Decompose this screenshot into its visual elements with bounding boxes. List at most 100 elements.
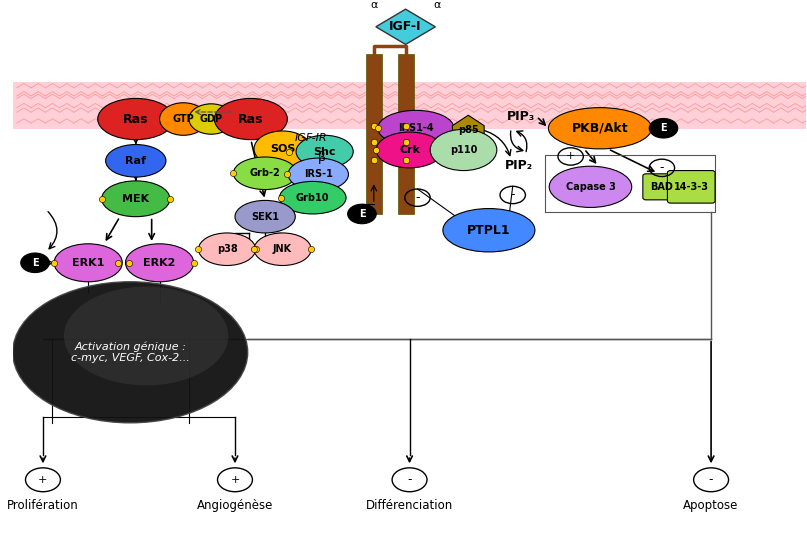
Text: Ras: Ras	[123, 112, 148, 126]
Point	[399, 122, 412, 131]
Text: Capase 3: Capase 3	[566, 182, 616, 192]
Text: Apoptose: Apoptose	[684, 499, 738, 512]
Point	[249, 245, 262, 253]
Point	[274, 193, 287, 202]
Ellipse shape	[279, 181, 346, 214]
Point	[95, 195, 108, 203]
FancyBboxPatch shape	[643, 174, 681, 200]
Text: PKB/Akt: PKB/Akt	[571, 122, 629, 135]
Ellipse shape	[54, 244, 123, 282]
Text: Grb-2: Grb-2	[249, 168, 281, 179]
Point	[367, 122, 380, 131]
Text: IRS-1: IRS-1	[304, 169, 332, 180]
Ellipse shape	[160, 102, 207, 136]
Text: MEK: MEK	[122, 194, 149, 204]
Ellipse shape	[13, 282, 248, 423]
Ellipse shape	[215, 99, 287, 139]
Point	[282, 147, 295, 156]
Circle shape	[21, 253, 49, 273]
Text: PIP₂: PIP₂	[505, 159, 533, 172]
Polygon shape	[398, 54, 413, 214]
Point	[187, 258, 200, 267]
Ellipse shape	[125, 244, 194, 282]
Point	[123, 258, 136, 267]
Polygon shape	[453, 115, 484, 141]
Text: 14-3-3: 14-3-3	[674, 182, 709, 192]
Text: -: -	[659, 161, 664, 174]
Text: p38: p38	[216, 244, 237, 254]
Text: GDP: GDP	[199, 114, 223, 124]
Text: GTP: GTP	[173, 114, 194, 124]
Ellipse shape	[64, 287, 228, 385]
Polygon shape	[366, 54, 382, 214]
Ellipse shape	[443, 208, 535, 252]
Text: p85: p85	[458, 125, 479, 134]
Text: p110: p110	[449, 145, 477, 155]
Ellipse shape	[102, 181, 170, 217]
Text: BAD: BAD	[650, 182, 673, 192]
Text: -: -	[416, 191, 420, 204]
Text: SOS: SOS	[270, 144, 295, 154]
Text: IGF-IR: IGF-IR	[295, 133, 327, 143]
Point	[112, 258, 125, 267]
Text: IGF-I: IGF-I	[389, 20, 422, 33]
Text: JNK: JNK	[273, 244, 292, 254]
FancyBboxPatch shape	[13, 83, 806, 128]
Ellipse shape	[288, 158, 349, 191]
Point	[367, 138, 380, 147]
Text: -: -	[709, 473, 713, 487]
Point	[248, 245, 261, 253]
Ellipse shape	[199, 233, 256, 266]
Ellipse shape	[254, 131, 312, 167]
Ellipse shape	[296, 136, 353, 168]
Text: Différenciation: Différenciation	[366, 499, 454, 512]
Ellipse shape	[98, 99, 174, 139]
Text: β: β	[318, 150, 326, 164]
Text: +: +	[230, 475, 240, 485]
Ellipse shape	[106, 144, 166, 177]
Point	[399, 155, 412, 164]
Text: IRS1-4: IRS1-4	[398, 123, 433, 133]
Text: Raf: Raf	[125, 156, 146, 166]
Text: Prolifération: Prolifération	[7, 499, 79, 512]
Circle shape	[649, 118, 678, 138]
Text: ERK2: ERK2	[144, 258, 176, 268]
Point	[192, 245, 205, 253]
Point	[305, 245, 318, 253]
Text: Activation génique :
c-myc, VEGF, Cox-2...: Activation génique : c-myc, VEGF, Cox-2.…	[71, 341, 190, 363]
Point	[48, 258, 61, 267]
Ellipse shape	[550, 166, 632, 208]
Ellipse shape	[189, 104, 233, 134]
Text: α: α	[370, 0, 378, 10]
Text: SEK1: SEK1	[251, 212, 279, 222]
Text: +: +	[566, 152, 575, 161]
Point	[371, 124, 384, 133]
Point	[367, 155, 380, 164]
Text: ERK1: ERK1	[72, 258, 104, 268]
Point	[227, 169, 240, 177]
Ellipse shape	[376, 132, 443, 168]
Ellipse shape	[235, 201, 295, 233]
Circle shape	[348, 204, 376, 224]
Ellipse shape	[378, 110, 454, 146]
Point	[280, 170, 293, 179]
Point	[370, 145, 383, 154]
Ellipse shape	[430, 129, 497, 171]
Text: α: α	[433, 0, 441, 10]
Ellipse shape	[549, 107, 651, 149]
Text: +: +	[38, 475, 48, 485]
Text: E: E	[31, 258, 39, 268]
Text: -: -	[511, 188, 515, 202]
Text: E: E	[660, 123, 667, 133]
Text: Ras: Ras	[238, 112, 264, 126]
Polygon shape	[376, 9, 435, 45]
Point	[164, 195, 177, 203]
Text: Angiogénèse: Angiogénèse	[197, 499, 274, 512]
Text: Grb10: Grb10	[296, 193, 329, 203]
Text: -: -	[408, 473, 412, 487]
Text: Shc: Shc	[313, 147, 336, 156]
FancyBboxPatch shape	[667, 171, 715, 203]
Point	[399, 138, 412, 147]
Text: PIP₃: PIP₃	[507, 110, 535, 123]
Text: E: E	[358, 209, 366, 219]
